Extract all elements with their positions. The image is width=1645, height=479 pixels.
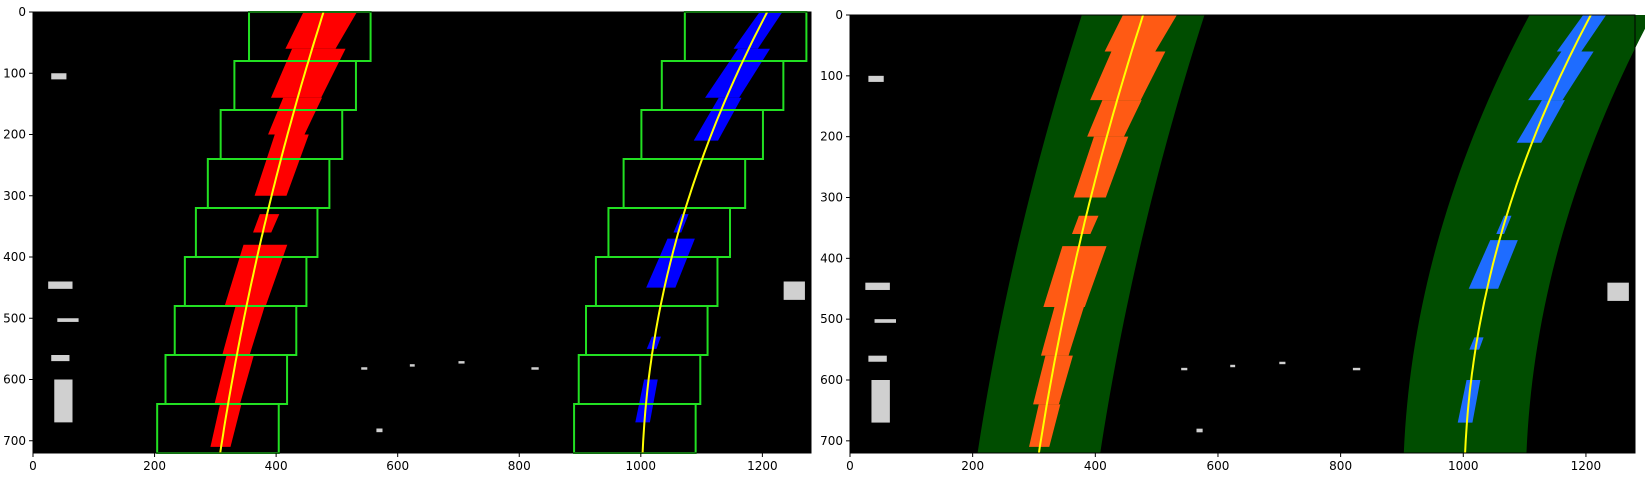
- noise-speck: [871, 380, 890, 423]
- left-lane-pixels: [222, 306, 265, 355]
- left-lane-pixels: [285, 12, 357, 49]
- noise-speck: [57, 318, 79, 322]
- y-tick-label: 700: [820, 434, 843, 448]
- y-tick-label: 300: [820, 191, 843, 205]
- right-fit-line: [1464, 14, 1592, 454]
- left-lane-pixels: [1033, 355, 1073, 405]
- x-tick-label: 600: [1207, 459, 1230, 473]
- left-search-band: [977, 15, 1205, 453]
- noise-speck: [409, 364, 415, 367]
- noise-speck: [54, 379, 73, 423]
- noise-speck: [376, 428, 383, 433]
- y-tick-label: 100: [820, 69, 843, 83]
- left-lane-pixels: [254, 134, 309, 196]
- x-tick-label: 800: [508, 459, 531, 473]
- left-fit-line: [1037, 14, 1145, 454]
- x-tick-label: 1200: [1571, 459, 1602, 473]
- noise-speck: [531, 367, 539, 370]
- noise-speck: [783, 281, 805, 300]
- y-tick-label: 600: [3, 373, 26, 387]
- x-tick-label: 1200: [747, 459, 778, 473]
- x-tick-label: 1000: [626, 459, 657, 473]
- left-fit-line: [219, 11, 325, 454]
- noise-speck: [51, 73, 67, 80]
- y-tick-label: 0: [835, 8, 843, 22]
- left-lane-pixels: [1090, 51, 1166, 101]
- noise-speck: [1607, 282, 1629, 301]
- y-tick-label: 0: [18, 5, 26, 19]
- left-lane-pixels: [1072, 215, 1099, 234]
- left-lane-pixels: [224, 244, 288, 306]
- noise-speck: [868, 355, 887, 362]
- noise-speck: [458, 361, 465, 364]
- right-fit-line: [641, 11, 769, 454]
- x-tick-label: 400: [1084, 459, 1107, 473]
- noise-speck: [1230, 364, 1236, 368]
- left-lane-pixels: [268, 97, 323, 135]
- right-search-band: [1403, 15, 1645, 453]
- left-lane-pixels: [1043, 246, 1107, 307]
- axes-frame: [32, 11, 812, 454]
- left-lane-pixels: [210, 404, 242, 447]
- y-tick-label: 400: [820, 251, 843, 265]
- left-lane-pixels: [253, 214, 280, 233]
- left-lane-pixels: [1073, 136, 1129, 198]
- x-tick-label: 600: [386, 459, 409, 473]
- left-lane-pixels: [214, 355, 254, 404]
- x-tick-label: 200: [961, 459, 984, 473]
- y-tick-label: 200: [3, 128, 26, 142]
- noise-speck: [1279, 361, 1286, 365]
- left-lane-pixels: [1104, 15, 1177, 52]
- y-tick-label: 100: [3, 66, 26, 80]
- image-background: [33, 12, 811, 453]
- y-tick-label: 400: [3, 250, 26, 264]
- x-tick-label: 800: [1329, 459, 1352, 473]
- noise-speck: [51, 355, 70, 362]
- noise-speck: [868, 75, 884, 82]
- noise-speck: [1181, 367, 1188, 371]
- y-tick-label: 300: [3, 189, 26, 203]
- y-tick-label: 700: [3, 434, 26, 448]
- y-tick-label: 500: [3, 311, 26, 325]
- left-lane-pixels: [1087, 100, 1142, 137]
- x-tick-label: 0: [29, 459, 37, 473]
- noise-speck: [361, 367, 368, 370]
- noise-speck: [865, 282, 890, 290]
- noise-speck: [1196, 428, 1203, 433]
- axes-frame: [849, 14, 1636, 454]
- y-tick-label: 500: [820, 312, 843, 326]
- y-tick-label: 600: [820, 373, 843, 387]
- x-tick-label: 1000: [1448, 459, 1479, 473]
- x-tick-label: 200: [143, 459, 166, 473]
- left-lane-pixels: [1029, 404, 1061, 447]
- panel-sliding-windows: 0 200 400 600 800 1000 1200 0 100 200 300 400 500 600…: [3, 5, 812, 473]
- panel-search-margin: 0 200 400 600 800 1000 1200 0 100 200 300 400 500 600…: [820, 8, 1645, 473]
- y-tick-label: 200: [820, 130, 843, 144]
- noise-speck: [874, 319, 896, 323]
- noise-speck: [48, 281, 73, 289]
- x-tick-label: 0: [846, 459, 854, 473]
- noise-speck: [1352, 367, 1361, 371]
- left-lane-pixels: [1040, 307, 1084, 356]
- x-tick-label: 400: [265, 459, 288, 473]
